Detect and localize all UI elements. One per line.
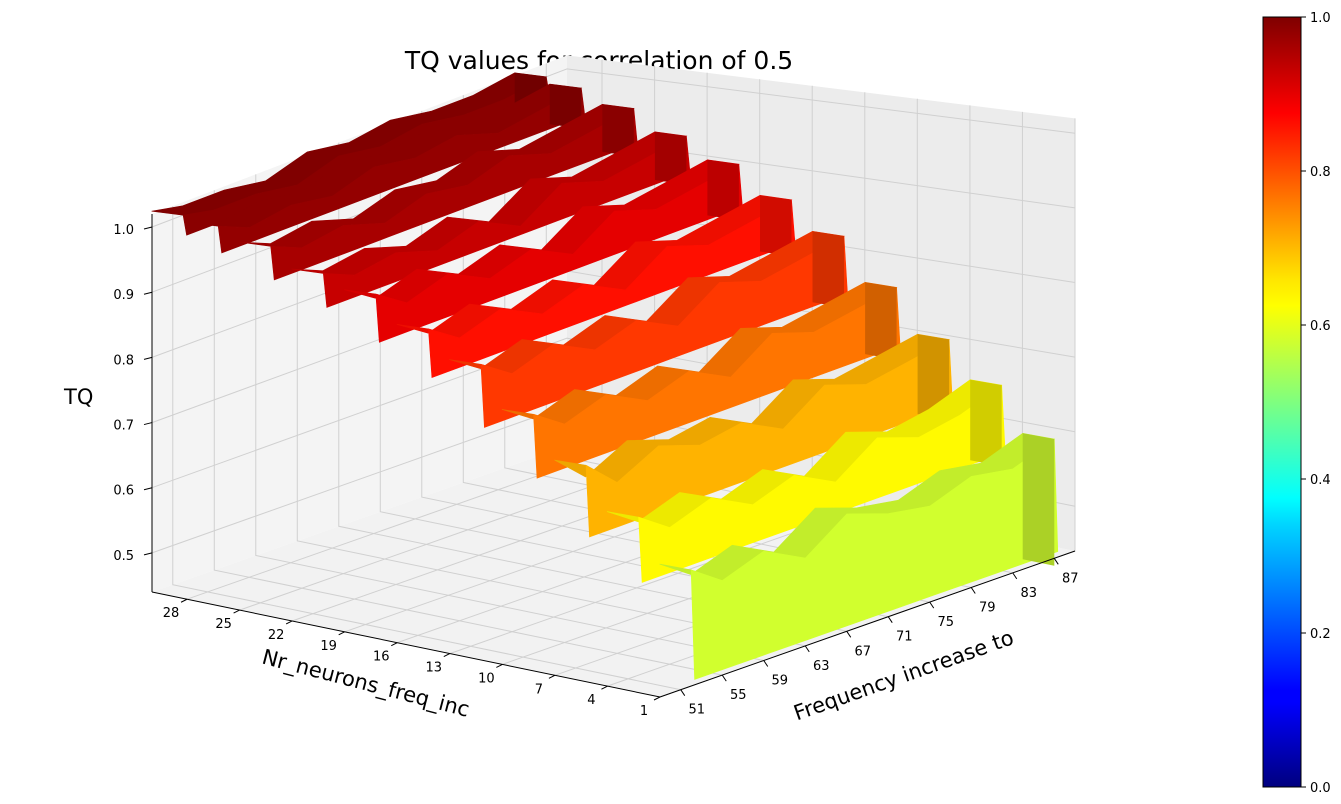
x-tick-mark	[846, 631, 852, 638]
z-tick-label: 0.6	[113, 484, 134, 499]
z-tick-label: 1.0	[113, 223, 134, 238]
y-tick-label: 10	[478, 671, 495, 686]
z-tick-mark	[143, 226, 153, 230]
z-tick-mark	[143, 422, 153, 426]
surface-band-side	[970, 379, 1002, 467]
z-tick-mark	[143, 356, 153, 360]
surface-band-side	[707, 159, 739, 221]
y-tick-mark	[443, 653, 451, 657]
z-tick-mark	[143, 291, 153, 295]
y-tick-label: 28	[163, 606, 180, 621]
x-tick-label: 75	[937, 615, 954, 630]
surface-band-side	[1022, 433, 1055, 566]
surface-band	[501, 281, 901, 479]
z-tick-label: 0.8	[113, 353, 134, 368]
x-gridline	[296, 158, 806, 647]
y-tick-label: 22	[268, 628, 285, 643]
x-tick-label: 71	[896, 630, 913, 645]
x-tick-label: 79	[979, 601, 996, 616]
tq-surface	[151, 72, 1059, 680]
colorbar	[1262, 16, 1302, 788]
y-tick-mark	[338, 631, 345, 636]
surface-band-side	[549, 84, 582, 129]
surface-band	[659, 432, 1059, 680]
x-tick-mark	[970, 587, 976, 594]
x-tick-mark	[1053, 558, 1059, 565]
axis-lines	[151, 214, 1076, 698]
y-tick-label: 1	[640, 704, 648, 719]
x-tick-label: 83	[1020, 586, 1037, 601]
y-tick-mark	[285, 620, 293, 625]
colorbar-ticks: 0.0 0.2 0.4 0.6 0.8 1.0	[1301, 11, 1331, 796]
x-tick-mark	[763, 660, 769, 667]
colorbar-tick-label: 0.6	[1310, 319, 1331, 334]
y-tick-mark	[496, 663, 503, 668]
colorbar-tick-label: 0.4	[1310, 473, 1331, 488]
colorbar-tick-label: 0.2	[1310, 627, 1331, 642]
surface-band-wall	[690, 438, 1059, 680]
colorbar-tick-label: 0.0	[1310, 781, 1331, 796]
x-tick-label: 63	[813, 659, 830, 674]
colorbar-tick-label: 0.8	[1310, 165, 1331, 180]
x-tick-mark	[929, 601, 935, 609]
x-tick-label: 87	[1062, 571, 1079, 586]
x-axis-line	[659, 550, 1076, 698]
z-tick-mark	[143, 487, 153, 491]
y-tick-mark	[653, 696, 661, 701]
y-tick-mark	[180, 598, 188, 603]
y-tick-label: 25	[215, 617, 232, 632]
y-axis-label: Nr_neurons_freq_inc	[259, 645, 472, 723]
axis-ticks: 51 55 59 63 67 71 75 79 83 87 1 4 7 10 13 16 19 22 25 28 0.5…	[113, 223, 1078, 719]
y-tick-label: 19	[320, 639, 337, 654]
y-tick-label: 7	[535, 682, 543, 697]
x-gridline	[213, 190, 723, 676]
y-tick-label: 13	[426, 661, 443, 676]
z-tick-label: 0.7	[113, 419, 134, 434]
surface-band-side	[602, 104, 634, 157]
x-gridline	[172, 206, 681, 691]
colorbar-tick-label: 1.0	[1310, 11, 1331, 26]
surface-band-side	[654, 131, 687, 185]
z-axis-label: TQ	[63, 385, 93, 409]
y-tick-mark	[391, 642, 398, 647]
y-tick-mark	[601, 685, 608, 690]
x-tick-mark	[680, 689, 686, 696]
x-tick-label: 55	[730, 688, 747, 703]
x-tick-label: 51	[688, 703, 705, 718]
z-tick-mark	[143, 552, 153, 556]
y-axis-line	[151, 591, 661, 698]
surface-band-side	[812, 231, 844, 308]
x-tick-label: 67	[854, 644, 871, 659]
x-tick-mark	[887, 616, 893, 623]
x-tick-mark	[1012, 572, 1018, 580]
y-tick-label: 4	[587, 693, 595, 708]
x-tick-label: 59	[771, 674, 788, 689]
y-tick-mark	[233, 609, 240, 614]
x-gridline	[255, 174, 764, 661]
y-tick-mark	[548, 674, 556, 679]
z-tick-label: 0.5	[113, 549, 134, 564]
surface-band-side	[865, 282, 897, 360]
surface-band	[554, 333, 953, 538]
surface-band-side	[917, 334, 950, 420]
y-tick-label: 16	[373, 650, 390, 665]
x-tick-mark	[721, 674, 727, 682]
surface-band	[344, 159, 743, 343]
surface-band-side	[760, 195, 792, 257]
x-tick-mark	[804, 645, 810, 653]
z-tick-label: 0.9	[113, 288, 134, 303]
surface-band	[606, 379, 1006, 583]
